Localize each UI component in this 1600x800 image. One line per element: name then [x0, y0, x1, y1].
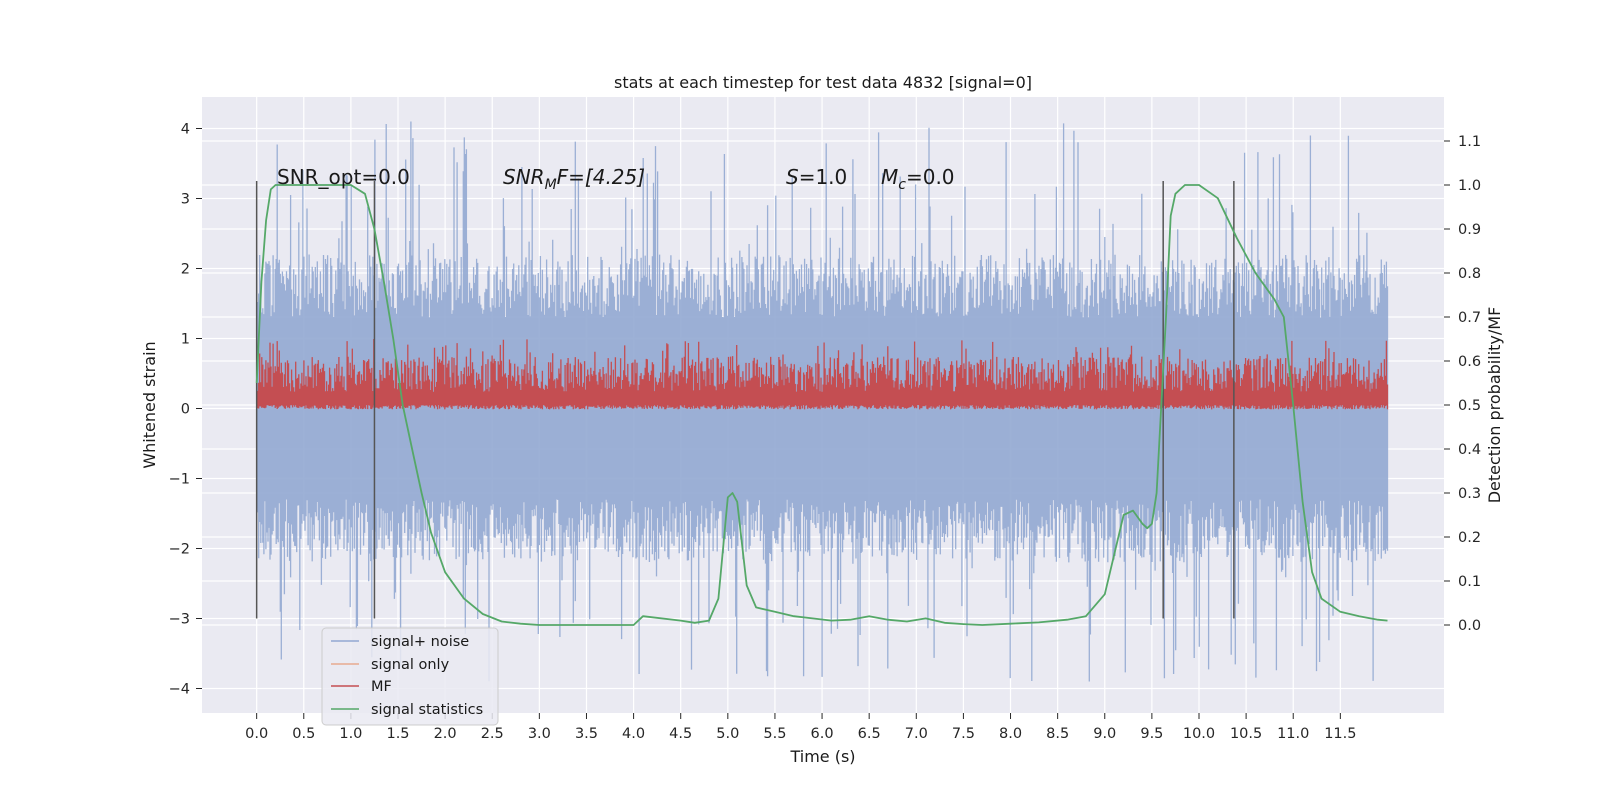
legend-box	[321, 627, 499, 726]
legend: signal+ noise signal only MF signal stat…	[321, 627, 499, 726]
x-tick-label: 4.0	[622, 726, 645, 742]
left-tick-label: 3	[181, 192, 190, 208]
x-tick-label: 2.5	[481, 726, 504, 742]
right-tick-label: 0.8	[1458, 266, 1481, 282]
x-tick-label: 7.0	[905, 726, 928, 742]
x-tick-label: 10.0	[1183, 726, 1215, 742]
y-axis-label-left: Whitened strain	[140, 341, 159, 468]
x-tick-label: 0.5	[292, 726, 315, 742]
x-tick-label: 11.5	[1324, 726, 1356, 742]
left-tick-label: −1	[169, 472, 190, 488]
right-tick-label: 0.6	[1458, 354, 1481, 370]
left-axis-ticks: 4 3 2 1 0 −1 −2 −3 −4	[169, 122, 202, 698]
right-tick-label: 0.2	[1458, 530, 1481, 546]
right-axis-ticks: 1.1 1.0 0.9 0.8 0.7 0.6 0.5 0.4 0.3 0.2 0.1 0.0	[1444, 134, 1481, 634]
x-tick-label: 8.5	[1046, 726, 1069, 742]
vertical-markers	[255, 181, 1235, 619]
right-tick-label: 1.0	[1458, 178, 1481, 194]
left-tick-label: −4	[169, 682, 190, 698]
x-axis-ticks: 0.0 0.5 1.0 1.5 2.0 2.5 3.0 3.5 4.0 4.5 5.0 5.5 6.0 6…	[245, 713, 1356, 742]
right-tick-label: 1.1	[1458, 134, 1481, 150]
annotation-s: S=1.0	[786, 165, 847, 189]
right-tick-label: 0.0	[1458, 618, 1481, 634]
annotation-snr-opt: SNR_opt=0.0	[277, 165, 410, 189]
right-tick-label: 0.3	[1458, 486, 1481, 502]
left-tick-label: 0	[181, 402, 190, 418]
x-tick-label: 9.5	[1140, 726, 1163, 742]
x-tick-label: 5.0	[716, 726, 739, 742]
x-tick-label: 6.0	[811, 726, 834, 742]
x-tick-label: 10.5	[1230, 726, 1262, 742]
x-tick-label: 8.0	[999, 726, 1022, 742]
x-axis-label: Time (s)	[789, 747, 855, 766]
right-tick-label: 0.5	[1458, 398, 1481, 414]
x-tick-label: 6.5	[858, 726, 881, 742]
y-axis-label-right: Detection probability/MF	[1485, 307, 1504, 504]
x-tick-label: 3.5	[575, 726, 598, 742]
x-tick-label: 2.0	[434, 726, 457, 742]
signal-statistics-series	[255, 184, 1388, 626]
x-tick-label: 4.5	[669, 726, 692, 742]
right-tick-label: 0.1	[1458, 574, 1481, 590]
annotation-mc: Mc=0.0	[881, 165, 955, 193]
legend-label-mf: MF	[371, 679, 392, 695]
right-tick-label: 0.7	[1458, 310, 1481, 326]
x-tick-label: 9.0	[1093, 726, 1116, 742]
annotation-snr-mf: SNRMF=[4.25]	[503, 165, 645, 193]
x-tick-label: 1.0	[339, 726, 362, 742]
legend-label-signal-only: signal only	[371, 657, 450, 673]
left-tick-label: −3	[169, 612, 190, 628]
x-tick-label: 5.5	[763, 726, 786, 742]
legend-label-signal-statistics: signal statistics	[371, 702, 483, 718]
right-tick-label: 0.4	[1458, 442, 1481, 458]
left-tick-label: 4	[181, 122, 190, 138]
x-tick-label: 11.0	[1277, 726, 1309, 742]
legend-label-signal-noise: signal+ noise	[371, 634, 469, 650]
signal-statistics-line	[255, 184, 1388, 626]
right-tick-label: 0.9	[1458, 222, 1481, 238]
x-tick-label: 1.5	[386, 726, 409, 742]
x-tick-label: 0.0	[245, 726, 268, 742]
left-tick-label: −2	[169, 542, 190, 558]
x-tick-label: 7.5	[952, 726, 975, 742]
x-tick-label: 3.0	[528, 726, 551, 742]
left-tick-label: 2	[181, 262, 190, 278]
chart-title: stats at each timestep for test data 483…	[614, 73, 1032, 92]
left-tick-label: 1	[181, 332, 190, 348]
